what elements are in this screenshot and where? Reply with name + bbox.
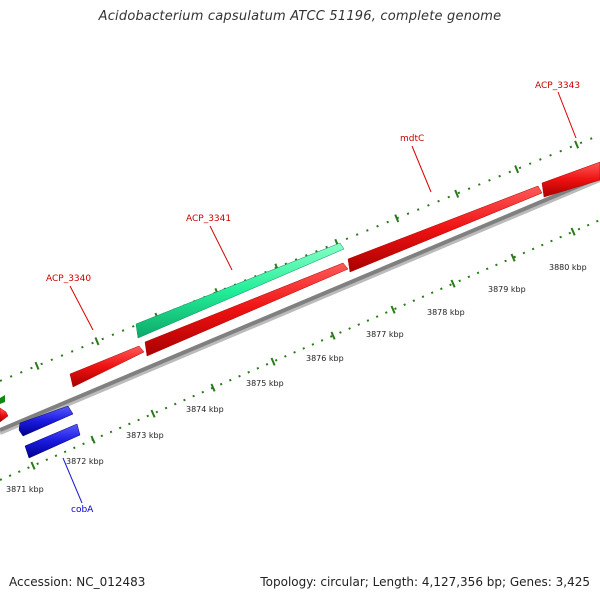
gene-label-mdtc[interactable]: mdtC bbox=[400, 134, 424, 144]
gene-arrow-cobA-2[interactable] bbox=[24, 423, 81, 459]
tick-label-3877: 3877 kbp bbox=[366, 330, 404, 339]
inner-major-tick-1 bbox=[90, 435, 96, 444]
inner-tick-track bbox=[0, 219, 600, 481]
tick-label-3875: 3875 kbp bbox=[246, 379, 284, 388]
outer-tick-ruler bbox=[0, 134, 600, 382]
backbone-line bbox=[0, 175, 600, 432]
backbone bbox=[0, 175, 600, 435]
gene-arrow-mdtc[interactable] bbox=[347, 185, 543, 273]
tick-label-3879: 3879 kbp bbox=[488, 285, 526, 294]
outer-major-tick-6 bbox=[394, 214, 400, 223]
gene-label-acp3340[interactable]: ACP_3340 bbox=[46, 274, 91, 284]
map-title: Acidobacterium capsulatum ATCC 51196, co… bbox=[98, 9, 502, 24]
inner-major-ticks bbox=[30, 227, 576, 470]
gene-arrow-acp3341-rna[interactable] bbox=[135, 242, 345, 339]
gene-arrow-acp3340[interactable] bbox=[69, 345, 145, 388]
leader-line-cobA bbox=[62, 457, 83, 504]
outer-major-tick-8 bbox=[514, 165, 520, 174]
tick-label-3876: 3876 kbp bbox=[306, 354, 344, 363]
tick-label-3880: 3880 kbp bbox=[549, 263, 587, 272]
outer-major-tick-9 bbox=[574, 140, 580, 149]
inner-major-tick-7 bbox=[450, 279, 456, 288]
inner-major-tick-9 bbox=[570, 227, 576, 236]
gene-arrow-cobA-1[interactable] bbox=[18, 405, 74, 437]
tick-label-3874: 3874 kbp bbox=[186, 405, 224, 414]
leader-line-mdtc bbox=[411, 145, 432, 193]
tick-label-3878: 3878 kbp bbox=[427, 308, 465, 317]
outer-major-tick-7 bbox=[454, 189, 460, 198]
inner-major-tick-2 bbox=[150, 409, 156, 418]
gene-arrow-left-edge[interactable] bbox=[0, 407, 9, 423]
accession-text: Accession: NC_012483 bbox=[9, 575, 146, 589]
gene-arrow-acp3341-cds[interactable] bbox=[144, 262, 349, 357]
outer-tick-track bbox=[0, 134, 600, 382]
inner-major-tick-3 bbox=[210, 383, 216, 392]
leader-line-acp3340 bbox=[69, 285, 94, 331]
leader-line-acp3341 bbox=[209, 225, 233, 271]
tick-label-3871: 3871 kbp bbox=[6, 485, 44, 494]
tick-label-3872: 3872 kbp bbox=[66, 457, 104, 466]
gene-labels: ACP_3340 ACP_3341 mdtC ACP_3343 cobA bbox=[46, 81, 580, 515]
tick-labels: 3871 kbp 3872 kbp 3873 kbp 3874 kbp 3875… bbox=[6, 263, 587, 494]
inner-major-tick-8 bbox=[510, 253, 516, 262]
leader-line-acp3343 bbox=[557, 91, 577, 139]
reverse-strand-genes bbox=[18, 405, 81, 459]
gene-label-cobA[interactable]: cobA bbox=[71, 505, 94, 515]
forward-strand-genes bbox=[0, 161, 600, 423]
gene-arrow-acp3343[interactable] bbox=[541, 161, 600, 198]
inner-major-tick-4 bbox=[270, 357, 276, 366]
gene-label-acp3343[interactable]: ACP_3343 bbox=[535, 81, 580, 91]
backbone-shadow bbox=[0, 178, 600, 435]
genome-summary-text: Topology: circular; Length: 4,127,356 bp… bbox=[260, 575, 590, 589]
tick-label-3873: 3873 kbp bbox=[126, 431, 164, 440]
gene-label-acp3341[interactable]: ACP_3341 bbox=[186, 214, 231, 224]
inner-major-tick-0 bbox=[30, 461, 36, 470]
inner-major-tick-6 bbox=[390, 305, 396, 314]
inner-major-tick-5 bbox=[330, 331, 336, 340]
outer-major-tick-0 bbox=[34, 361, 40, 370]
gene-arrow-green-edge[interactable] bbox=[0, 395, 5, 404]
outer-major-tick-1 bbox=[94, 337, 100, 346]
